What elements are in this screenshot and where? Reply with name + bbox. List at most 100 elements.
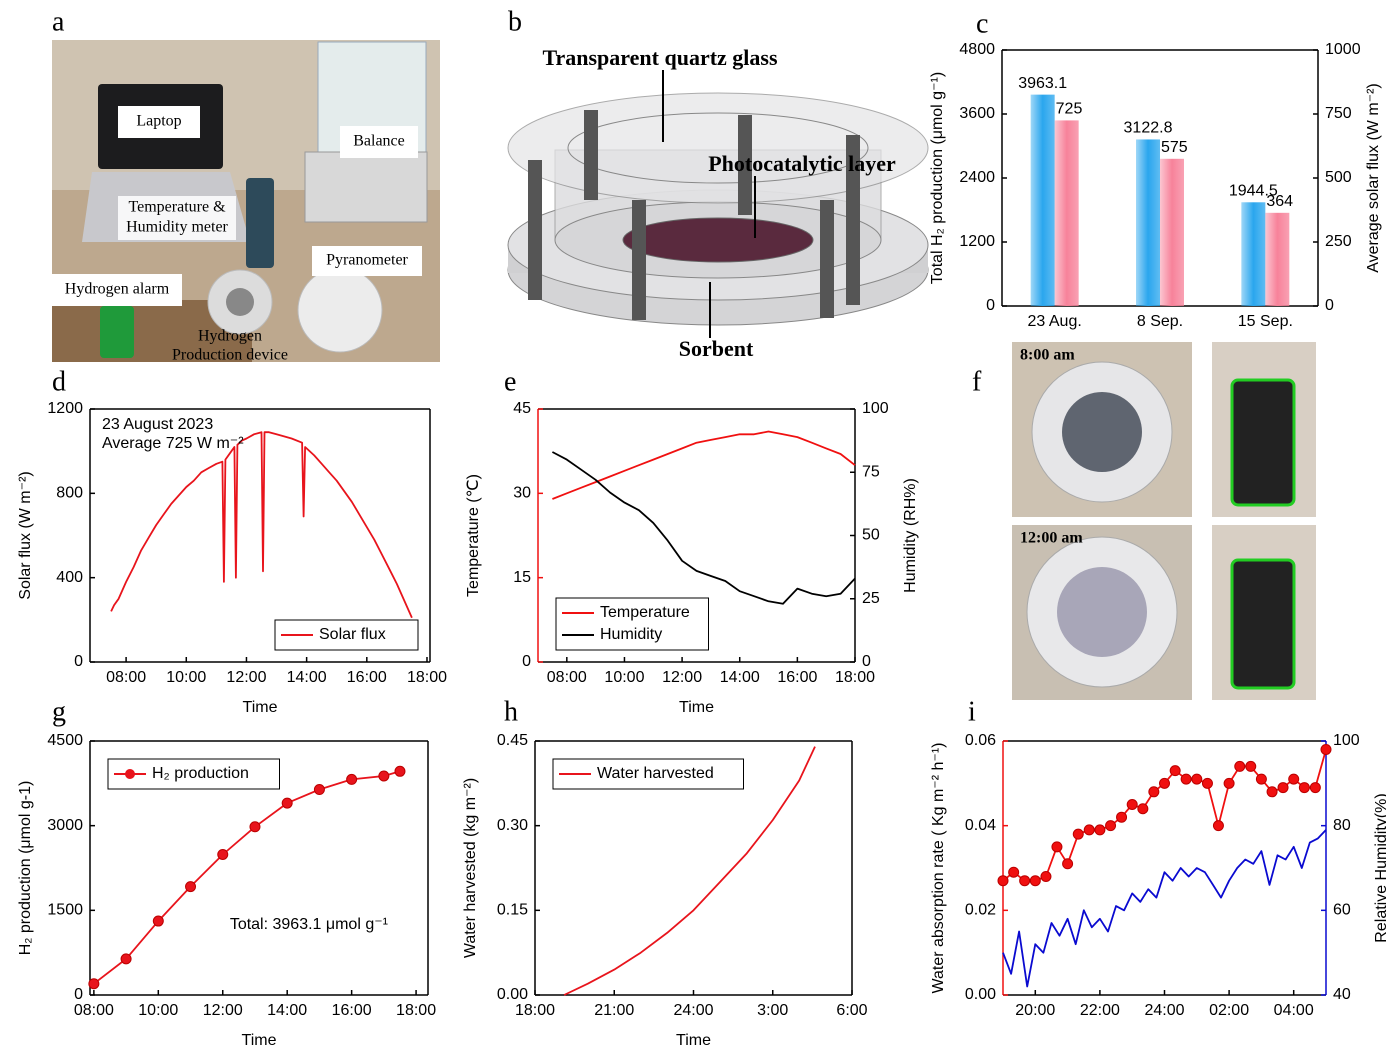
point	[1051, 841, 1063, 853]
sorbent	[1057, 567, 1147, 657]
y-tick-label: 3600	[959, 105, 995, 122]
bolt	[632, 200, 646, 320]
photo-label: 12:00 am	[1020, 530, 1083, 547]
x-tick-label: 12:00	[226, 669, 266, 686]
y-axis-label: Water absorption rate ( Kg m⁻² h⁻¹)	[930, 742, 947, 993]
bar	[1160, 158, 1184, 306]
alarm	[1230, 558, 1296, 690]
annotation: 23 August 2023	[102, 416, 213, 433]
point	[1223, 777, 1235, 789]
y2-tick-label: 750	[1325, 105, 1352, 122]
panel-letter: g	[52, 696, 66, 727]
x-axis-label: Time	[243, 699, 278, 716]
point	[152, 915, 164, 927]
bar	[1265, 212, 1290, 306]
meter	[246, 178, 274, 268]
label-box	[340, 126, 418, 158]
y2-tick-label: 25	[862, 590, 880, 607]
photo-a: a Laptop Balance Temperature & Humidity …	[52, 6, 440, 364]
y-tick-label: 0	[522, 653, 531, 670]
point	[185, 881, 197, 893]
y-tick-label: 0.45	[497, 732, 528, 749]
photocatalytic-disc	[622, 217, 814, 263]
x-tick-label: 18:00	[407, 669, 447, 686]
x-tick-label: 10:00	[138, 1002, 178, 1019]
y2-tick-label: 80	[1333, 817, 1351, 834]
point	[313, 784, 325, 796]
y-tick-label: 0.00	[497, 986, 528, 1003]
point	[1288, 773, 1300, 785]
y2-tick-label: 60	[1333, 902, 1351, 919]
point	[249, 821, 261, 833]
chart: h 0.00 0.15 0.30 0.45 18:00 21:00 24:00 3:00 6:00…	[462, 696, 867, 1048]
data-label: 364	[1266, 193, 1293, 210]
x-tick-label: 3:00	[757, 1002, 788, 1019]
panel-letter: c	[976, 8, 988, 39]
x-axis-label: Time	[679, 699, 714, 716]
point	[1148, 786, 1160, 798]
chart: c 0 1200 2400 3600 4800 0 250 500 750 1000 Total H₂…	[929, 8, 1382, 330]
legend-label: Humidity	[600, 626, 662, 643]
point	[1083, 824, 1095, 836]
x-tick-label: 24:00	[673, 1002, 713, 1019]
annotation: Average 725 W m⁻²	[102, 435, 244, 452]
chart: g 0 1500 3000 4500 08:00 10:00 12:00 14:00 16:00 1…	[17, 696, 436, 1048]
point	[217, 848, 229, 860]
photo-f: f 8:00 am 12:00 am	[972, 342, 1316, 700]
data-label: 575	[1161, 139, 1188, 156]
point	[120, 953, 132, 965]
y-tick-label: 800	[56, 485, 83, 502]
label-box	[118, 196, 236, 240]
x-tick-label: 21:00	[594, 1002, 634, 1019]
y-tick-label: 30	[513, 485, 531, 502]
y-tick-label: 1500	[47, 902, 83, 919]
point	[394, 765, 406, 777]
y-axis-label: Temperature (℃)	[465, 474, 482, 597]
photo-label: Production device	[172, 347, 288, 364]
point	[1072, 828, 1084, 840]
y-tick-label: 0.00	[965, 986, 996, 1003]
x-tick-label: 10:00	[604, 669, 644, 686]
point	[1309, 782, 1321, 794]
x-tick-label: 6:00	[836, 1002, 867, 1019]
point	[378, 770, 390, 782]
bolt	[846, 135, 860, 305]
quartz-glass	[567, 112, 869, 184]
panel-letter: a	[52, 6, 65, 37]
data-label: 3963.1	[1018, 75, 1067, 92]
alarm	[1230, 378, 1296, 507]
panel-letter: h	[504, 696, 518, 727]
y-axis-label: Solar flux (W m⁻²)	[17, 471, 34, 599]
bolt	[820, 200, 834, 318]
point	[1169, 765, 1181, 777]
point	[1159, 777, 1170, 789]
y2-tick-label: 250	[1325, 233, 1352, 250]
y2-tick-label: 500	[1325, 169, 1352, 186]
x-axis-label: Time	[242, 1032, 277, 1048]
label-box	[52, 274, 182, 306]
y-tick-label: 4800	[959, 41, 995, 58]
top-disc	[507, 92, 929, 204]
x-tick-label: 14:00	[287, 669, 327, 686]
y-tick-label: 0	[74, 986, 83, 1003]
y2-tick-label: 75	[862, 463, 880, 480]
bolt	[738, 115, 752, 215]
bar	[1054, 120, 1079, 307]
y2-axis-label: Humidity (RH%)	[902, 478, 919, 593]
y-tick-label: 0.15	[497, 902, 528, 919]
point	[1255, 773, 1267, 785]
y2-axis-label: Relative Humidity(%)	[1373, 793, 1386, 942]
x-tick-label: 18:00	[396, 1002, 436, 1019]
x-tick-label: 16:00	[347, 669, 387, 686]
x-tick-label: 08:00	[74, 1002, 114, 1019]
point	[997, 875, 1009, 887]
x-tick-label: 18:00	[515, 1002, 555, 1019]
x-tick-label: 02:00	[1209, 1002, 1249, 1019]
point	[1266, 786, 1278, 798]
data-label: 1944.5	[1229, 183, 1278, 200]
point	[1212, 820, 1224, 832]
photo-label: Laptop	[136, 113, 181, 130]
bolts	[528, 110, 860, 320]
point	[1126, 799, 1138, 810]
point	[1234, 760, 1246, 772]
